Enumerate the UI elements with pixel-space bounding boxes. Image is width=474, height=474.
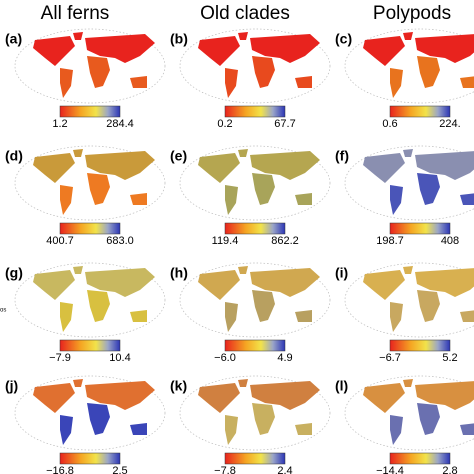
colorbar-max: 2.4	[277, 465, 292, 474]
map-outline	[14, 262, 166, 338]
colorbar	[59, 105, 121, 118]
colorbar-max: 2.8	[442, 465, 457, 474]
colorbar	[389, 339, 451, 352]
map-land	[60, 56, 147, 98]
panel-label: (j)	[5, 378, 18, 394]
colorbar-min: −14.4	[376, 465, 404, 474]
column-title: All ferns	[41, 3, 110, 24]
colorbar-min: 119.4	[212, 235, 239, 247]
map-land	[225, 290, 312, 332]
colorbar-min: 400.7	[46, 235, 74, 247]
map-outline	[179, 145, 331, 221]
colorbar	[224, 105, 286, 118]
colorbar-max: 67.7	[274, 118, 295, 130]
colorbar-min: −6.7	[379, 352, 401, 364]
map-land	[390, 403, 474, 445]
map-outline	[179, 262, 331, 338]
map-outline	[14, 145, 166, 221]
panel-label: (a)	[5, 31, 22, 47]
colorbar-min: −7.9	[49, 352, 71, 364]
panel-label: (e)	[170, 148, 187, 164]
side-label: os	[0, 308, 6, 314]
map-land	[60, 173, 147, 215]
colorbar-min: −7.8	[214, 465, 236, 474]
map-land	[60, 290, 147, 332]
map-outline	[179, 375, 331, 451]
column-title: Old clades	[200, 3, 290, 24]
colorbar-max: 224.	[439, 118, 460, 130]
colorbar-max: 5.2	[442, 352, 457, 364]
map-outline	[14, 28, 166, 104]
colorbar	[224, 452, 286, 465]
panel-label: (i)	[335, 265, 348, 281]
map-land	[390, 173, 474, 215]
map-land	[390, 290, 474, 332]
colorbar-max: 683.0	[106, 235, 134, 247]
colorbar	[389, 105, 451, 118]
colorbar-max: 2.5	[112, 465, 127, 474]
map-outline	[14, 375, 166, 451]
colorbar-min: −6.0	[214, 352, 236, 364]
colorbar	[59, 339, 121, 352]
colorbar-max: 4.9	[277, 352, 292, 364]
panel-label: (g)	[5, 265, 23, 281]
panel-label: (k)	[170, 378, 187, 394]
map-outline	[179, 28, 331, 104]
colorbar	[389, 222, 451, 235]
colorbar	[224, 339, 286, 352]
panel-label: (c)	[335, 31, 352, 47]
colorbar-min: 1.2	[52, 118, 67, 130]
panel-label: (b)	[170, 31, 188, 47]
map-land	[225, 173, 312, 215]
map-land	[390, 56, 474, 98]
panel-label: (f)	[335, 148, 349, 164]
colorbar	[59, 452, 121, 465]
panel-label: (d)	[5, 148, 23, 164]
colorbar	[59, 222, 121, 235]
colorbar	[224, 222, 286, 235]
colorbar-min: 198.7	[376, 235, 404, 247]
colorbar-max: 284.4	[106, 118, 134, 130]
panel-label: (h)	[170, 265, 188, 281]
colorbar	[389, 452, 451, 465]
panel-label: (l)	[335, 378, 348, 394]
colorbar-min: 0.2	[217, 118, 232, 130]
map-land	[225, 56, 312, 98]
colorbar-min: −16.8	[46, 465, 74, 474]
map-land	[225, 403, 312, 445]
colorbar-max: 408	[441, 235, 459, 247]
map-land	[60, 403, 147, 445]
column-title: Polypods	[373, 3, 451, 24]
colorbar-max: 862.2	[271, 235, 299, 247]
colorbar-min: 0.6	[382, 118, 397, 130]
colorbar-max: 10.4	[109, 352, 130, 364]
